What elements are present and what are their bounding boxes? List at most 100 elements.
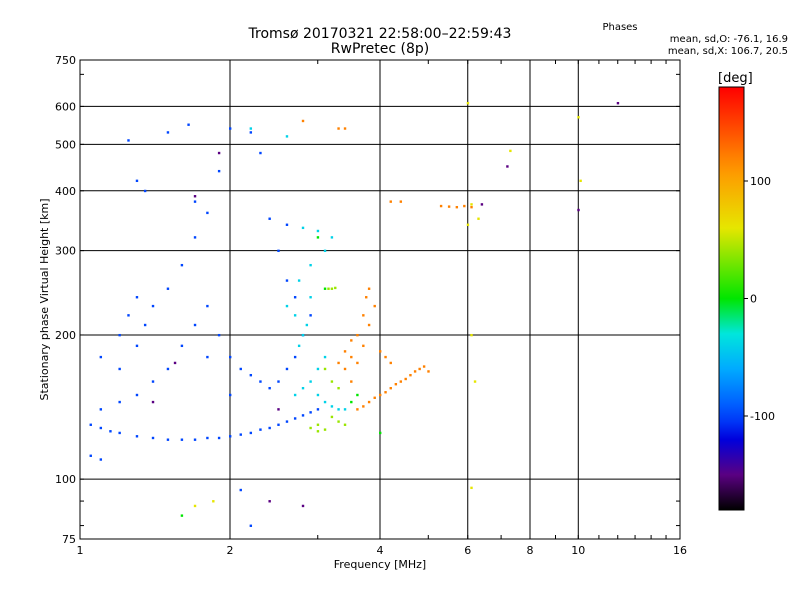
data-point <box>99 426 103 430</box>
data-point <box>135 344 139 348</box>
x-tick-label: 8 <box>527 544 534 557</box>
data-point <box>330 405 334 408</box>
data-point <box>379 393 382 397</box>
data-point <box>285 279 289 282</box>
data-point <box>217 169 221 173</box>
data-point <box>337 361 340 365</box>
data-point <box>285 304 289 308</box>
data-point <box>118 333 121 337</box>
data-point <box>394 382 398 386</box>
data-point <box>268 500 271 503</box>
data-point <box>297 344 301 348</box>
data-point <box>356 333 359 337</box>
data-point <box>367 400 371 404</box>
data-point <box>316 393 320 397</box>
data-point <box>217 436 221 440</box>
data-point <box>579 179 582 183</box>
data-point <box>422 365 426 368</box>
data-point <box>362 344 365 348</box>
data-point <box>379 350 382 353</box>
data-point <box>193 195 197 198</box>
x-tick-label: 16 <box>673 544 687 557</box>
data-point <box>577 208 580 212</box>
data-point <box>323 287 327 290</box>
data-point <box>373 304 376 308</box>
data-point <box>309 411 312 414</box>
data-point <box>427 370 430 373</box>
data-point <box>143 189 147 193</box>
data-point <box>327 287 330 290</box>
x-tick-label: 4 <box>377 544 384 557</box>
data-point <box>301 226 305 230</box>
data-point <box>239 488 242 492</box>
data-point <box>356 408 359 411</box>
y-tick-label: 200 <box>55 329 76 342</box>
data-point <box>309 426 312 430</box>
data-point <box>180 514 184 517</box>
data-point <box>249 131 253 134</box>
y-axis-label: Stationary phase Virtual Height [km] <box>38 198 51 400</box>
data-point <box>362 405 365 408</box>
data-point <box>404 377 407 381</box>
x-tick-label: 10 <box>571 544 585 557</box>
data-point <box>277 380 280 383</box>
data-point <box>249 373 253 377</box>
data-point <box>356 393 359 397</box>
colorbar-tick-label: 100 <box>750 175 771 188</box>
data-point <box>301 414 305 417</box>
data-point <box>409 373 412 377</box>
y-tick-label: 600 <box>55 100 76 113</box>
data-point <box>413 370 417 373</box>
data-point <box>470 203 473 206</box>
data-point <box>389 200 392 203</box>
data-point <box>323 367 327 371</box>
data-point <box>109 430 112 433</box>
data-point <box>135 393 139 397</box>
data-point <box>509 149 512 153</box>
data-point <box>470 486 473 490</box>
colorbar-tick-label: 0 <box>750 293 757 306</box>
data-point <box>285 223 289 226</box>
data-point <box>277 423 280 426</box>
data-point <box>337 127 340 130</box>
data-point <box>99 355 103 359</box>
chart-title: Tromsø 20170321 22:58:00–22:59:43 <box>248 26 512 42</box>
data-point <box>259 428 262 431</box>
data-point <box>127 139 130 142</box>
data-point <box>229 127 232 130</box>
data-point <box>384 391 387 394</box>
data-point <box>330 415 334 419</box>
data-point <box>277 408 280 411</box>
data-point <box>293 355 297 359</box>
data-point <box>365 296 368 299</box>
data-point <box>343 408 347 411</box>
data-point <box>399 380 403 383</box>
data-point <box>305 323 309 327</box>
colorbar-unit-label: [deg] <box>718 71 753 86</box>
y-tick-label: 300 <box>55 245 76 258</box>
y-tick-label: 75 <box>62 533 76 546</box>
data-point <box>249 524 253 527</box>
data-point <box>399 200 403 203</box>
data-point <box>206 211 209 215</box>
data-point <box>301 119 305 123</box>
data-point <box>187 123 190 126</box>
y-tick-label: 750 <box>55 54 76 67</box>
data-point <box>316 423 320 426</box>
data-point <box>206 355 209 359</box>
data-point <box>418 367 421 371</box>
y-tick-label: 100 <box>55 473 76 486</box>
data-point <box>166 367 170 371</box>
data-point <box>350 380 353 383</box>
data-point <box>477 217 480 220</box>
data-point <box>343 127 347 130</box>
data-point <box>480 203 484 206</box>
data-point <box>309 263 312 267</box>
data-point <box>379 431 382 435</box>
data-point <box>384 355 387 359</box>
x-tick-label: 6 <box>464 544 471 557</box>
data-point <box>323 400 327 404</box>
data-point <box>367 323 371 327</box>
data-point <box>350 400 353 404</box>
